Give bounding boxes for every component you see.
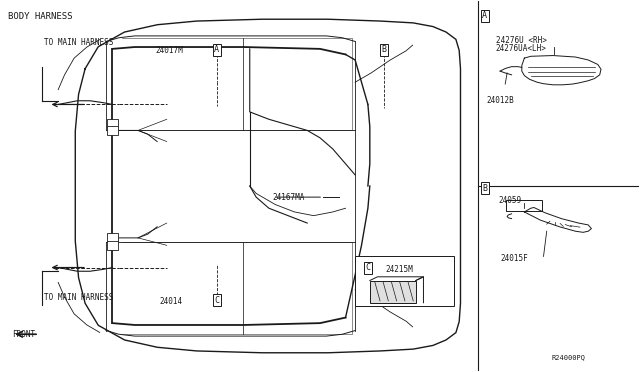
Text: 24014: 24014 <box>159 297 182 306</box>
Text: B: B <box>483 184 487 193</box>
Bar <box>506 200 541 211</box>
Text: 24215M: 24215M <box>385 265 413 274</box>
Text: 24276UA<LH>: 24276UA<LH> <box>495 44 547 52</box>
Text: 24012B: 24012B <box>486 96 514 105</box>
Text: A: A <box>214 45 219 54</box>
Text: TO MAIN HARNESS: TO MAIN HARNESS <box>44 294 113 302</box>
Bar <box>370 280 416 303</box>
Text: R24000PQ: R24000PQ <box>551 354 585 360</box>
Text: FRONT: FRONT <box>12 330 35 339</box>
Bar <box>108 234 118 242</box>
Text: A: A <box>483 11 487 20</box>
Text: TO MAIN HARNESS: TO MAIN HARNESS <box>44 38 113 47</box>
Bar <box>108 241 118 250</box>
Bar <box>355 256 454 307</box>
Bar <box>108 119 118 128</box>
Text: C: C <box>214 296 219 305</box>
Text: 24167MA: 24167MA <box>272 193 305 202</box>
Text: B: B <box>381 45 387 54</box>
Text: C: C <box>365 263 371 272</box>
Text: 24059: 24059 <box>499 196 522 205</box>
Text: BODY HARNESS: BODY HARNESS <box>8 12 73 21</box>
Text: 24015F: 24015F <box>500 254 529 263</box>
Bar <box>108 126 118 135</box>
Text: 24276U <RH>: 24276U <RH> <box>495 36 547 45</box>
Text: 24017M: 24017M <box>156 46 184 55</box>
